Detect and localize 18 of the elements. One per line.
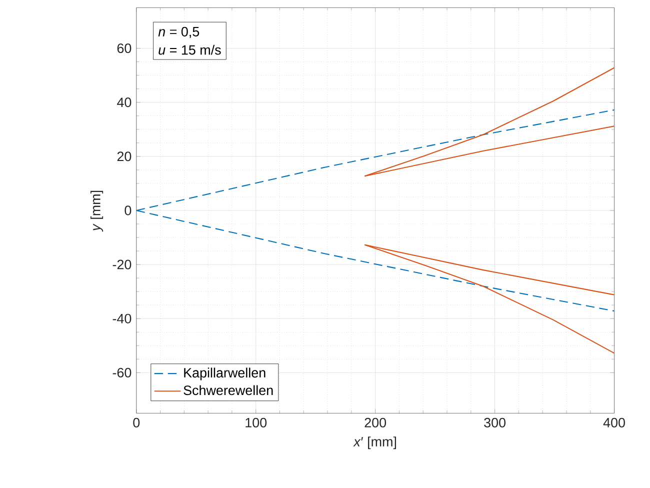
x-tick-label: 0 (133, 418, 140, 428)
annotation: n = 0,5 (158, 27, 200, 38)
y-tick-label: 40 (117, 98, 132, 108)
y-tick-label: 20 (117, 152, 132, 162)
legend-label: Schwerewellen (184, 385, 273, 396)
x-tick-label: 300 (484, 418, 506, 428)
annotation: u = 15 m/s (158, 45, 221, 55)
y-tick-label: 60 (117, 44, 132, 54)
x-tick-label: 400 (603, 418, 625, 428)
y-tick-label: 0 (124, 206, 132, 216)
y-tick-label: -20 (112, 260, 132, 270)
y-tick-label: -60 (112, 368, 132, 378)
y-tick-label: -40 (112, 314, 132, 324)
x-axis-title: x′ [mm] (353, 436, 396, 450)
legend-label: Kapillarwellen (184, 368, 266, 380)
x-tick-label: 100 (246, 418, 267, 428)
y-axis-title: y [mm] (90, 191, 104, 232)
x-tick-label: 200 (364, 418, 386, 428)
